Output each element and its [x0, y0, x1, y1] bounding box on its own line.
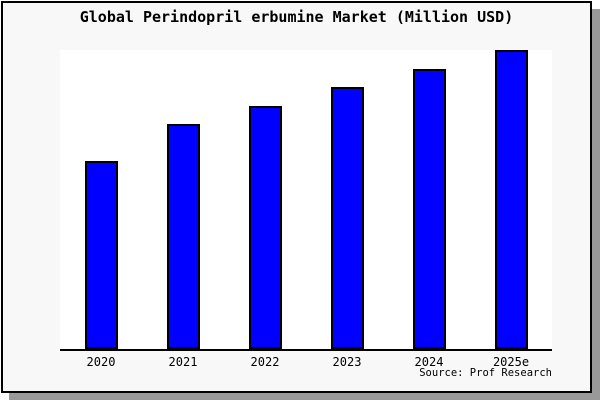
x-tick-label: 2022 [250, 355, 280, 369]
bar-2021 [166, 124, 200, 349]
x-tick-label: 2023 [332, 355, 362, 369]
bar-2024 [412, 68, 446, 349]
x-tick-label: 2021 [168, 355, 198, 369]
bar-cell [306, 50, 388, 349]
x-tick-label: 2024 [414, 355, 444, 369]
bar-cell [470, 50, 552, 349]
x-axis-labels: 2020 2021 2022 2023 2024 2025e [60, 355, 552, 369]
x-tick-label: 2020 [86, 355, 116, 369]
plot-area [60, 50, 552, 351]
chart-title: Global Perindopril erbumine Market (Mill… [79, 8, 514, 26]
x-tick-label: 2025e [492, 355, 530, 369]
bar-2022 [248, 105, 282, 349]
bar-cell [60, 50, 142, 349]
bar-cell [142, 50, 224, 349]
bar-cell [388, 50, 470, 349]
bar-2023 [330, 86, 364, 349]
bar-2025e [494, 50, 528, 349]
bar-2020 [84, 161, 118, 349]
source-note: Source: Prof Research [419, 367, 552, 379]
bar-cell [224, 50, 306, 349]
